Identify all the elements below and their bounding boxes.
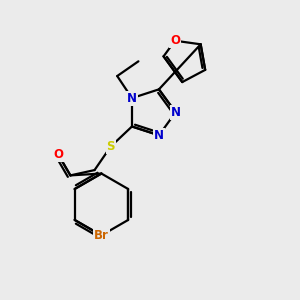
Text: N: N [171, 106, 181, 119]
Text: Br: Br [94, 229, 109, 242]
Text: O: O [170, 34, 180, 47]
Text: N: N [127, 92, 137, 105]
Text: O: O [53, 148, 63, 161]
Text: N: N [154, 129, 164, 142]
Text: S: S [106, 140, 115, 153]
